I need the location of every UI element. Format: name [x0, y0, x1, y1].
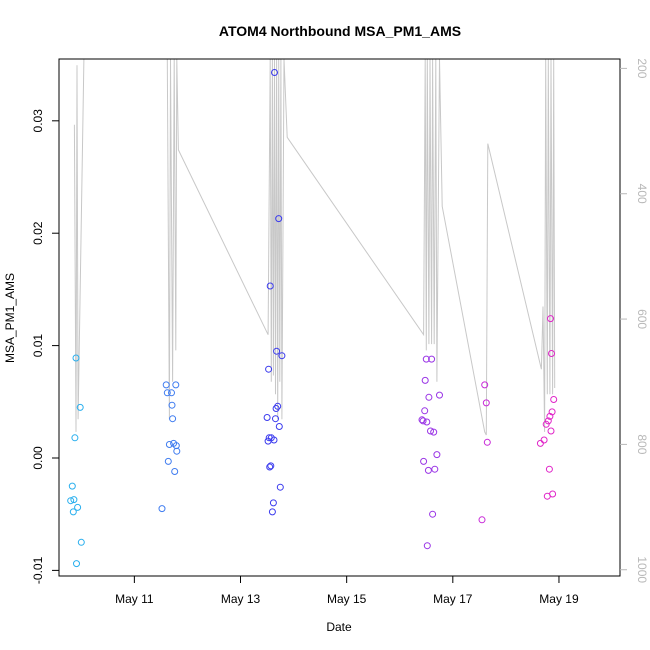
line-series-trace — [73, 59, 556, 436]
scatter-point — [67, 497, 75, 505]
y-tick-label: 0.03 — [31, 109, 45, 133]
x-tick-label: May 15 — [327, 592, 367, 606]
y-tick-label: 0.01 — [31, 334, 45, 358]
x-tick-label: May 13 — [221, 592, 261, 606]
scatter-point — [544, 417, 552, 425]
y-tick-label: 0.02 — [31, 221, 45, 245]
scatter-point — [433, 451, 441, 459]
scatter-point — [436, 391, 443, 399]
scatter-point — [173, 447, 181, 455]
x-tick-label: May 11 — [115, 592, 154, 606]
scatter-point — [168, 389, 175, 397]
scatter-point — [168, 401, 176, 409]
scatter-point — [421, 407, 429, 415]
scatter-point — [272, 405, 280, 412]
scatter-point — [275, 215, 283, 223]
scatter-point — [266, 282, 274, 290]
scatter-point — [274, 402, 282, 410]
scatter-point — [478, 516, 486, 524]
y-axis: -0.01 0.00 0.01 0.02 0.03 — [31, 109, 59, 584]
scatter-point — [428, 355, 436, 363]
scatter-point — [421, 376, 429, 384]
scatter-point — [424, 466, 432, 474]
scatter-point — [536, 439, 544, 447]
scatter-point — [547, 315, 554, 323]
scatter-point — [275, 423, 283, 430]
scatter-point — [163, 389, 171, 397]
y-axis-right: 200 400 600 800 1000 — [620, 58, 649, 583]
scatter-point — [272, 415, 279, 423]
scatter-point — [76, 403, 84, 411]
scatter-point — [271, 69, 278, 76]
scatter-point — [169, 415, 177, 423]
scatter-point — [165, 441, 173, 448]
right-tick-label: 600 — [635, 309, 649, 329]
scatter-point — [422, 355, 430, 363]
scatter-point — [550, 396, 558, 403]
y-tick-label: 0.00 — [31, 446, 45, 470]
line-layer — [73, 59, 556, 436]
scatter-point — [263, 414, 271, 421]
scatter-point — [276, 483, 284, 491]
scatter-point — [278, 352, 286, 360]
plot-frame — [58, 58, 621, 577]
scatter-point — [540, 436, 548, 444]
chart-title: ATOM4 Northbound MSA_PM1_AMS — [219, 23, 461, 39]
scatter-point — [69, 508, 77, 516]
scatter-point — [419, 417, 427, 425]
scatter-point — [171, 468, 179, 475]
scatter-point — [483, 438, 491, 446]
scatter-point — [481, 381, 489, 389]
scatter-point — [265, 365, 273, 373]
scatter-point — [172, 381, 180, 389]
scatter-point — [549, 490, 557, 498]
scatter-point — [431, 465, 439, 473]
scatter-point — [267, 462, 275, 470]
point-layer — [67, 69, 558, 568]
y-axis-label: MSA_PM1_AMS — [3, 273, 17, 363]
scatter-point — [545, 465, 553, 473]
x-tick-label: May 19 — [539, 592, 579, 606]
scatter-point — [77, 538, 85, 546]
scatter-point — [74, 503, 82, 511]
scatter-point — [268, 508, 276, 516]
scatter-point — [68, 482, 76, 490]
scatter-point — [71, 434, 79, 442]
scatter-point — [266, 463, 274, 471]
scatter-point — [547, 427, 555, 435]
x-tick-label: May 17 — [433, 592, 473, 606]
scatter-point — [548, 350, 555, 357]
scatter-point — [164, 457, 172, 465]
right-tick-label: 200 — [635, 58, 649, 78]
scatter-point — [72, 354, 80, 362]
scatter-point — [158, 505, 166, 513]
scatter-point — [482, 399, 490, 407]
scatter-point — [162, 381, 170, 389]
scatter-point — [542, 420, 550, 428]
right-tick-label: 400 — [635, 184, 649, 204]
scatter-point — [73, 560, 80, 568]
scatter-point — [273, 347, 281, 355]
y-tick-label: -0.01 — [31, 556, 45, 584]
scatter-point — [269, 499, 277, 507]
scatter-point — [420, 457, 428, 465]
scatter-point — [427, 427, 434, 435]
scatter-point — [430, 428, 438, 436]
scatter-point — [423, 542, 431, 550]
scatter-point — [425, 393, 433, 401]
scatter-point — [548, 408, 556, 416]
x-axis: May 11 May 13 May 15 May 17 May 19 — [115, 576, 579, 606]
scatter-point — [270, 436, 278, 444]
scatter-point — [423, 418, 431, 426]
scatter-point — [70, 496, 78, 504]
x-axis-label: Date — [326, 620, 352, 634]
scatter-point — [429, 510, 437, 518]
right-tick-label: 800 — [635, 434, 649, 454]
right-tick-label: 1000 — [635, 556, 649, 583]
